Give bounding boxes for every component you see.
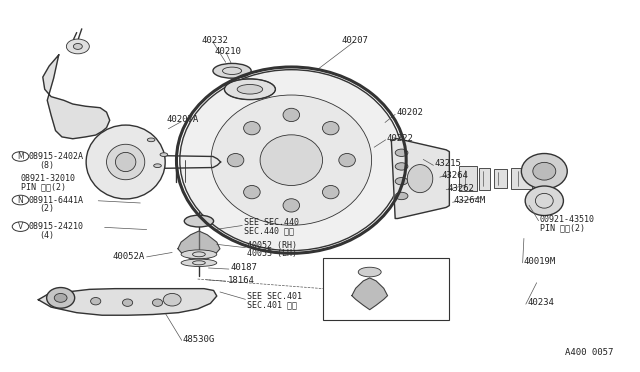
Ellipse shape <box>122 299 132 307</box>
Text: PIN ピン(2): PIN ピン(2) <box>540 224 585 232</box>
Ellipse shape <box>67 39 90 54</box>
Text: 18164: 18164 <box>228 276 255 285</box>
Ellipse shape <box>47 288 75 308</box>
Ellipse shape <box>395 177 408 185</box>
Ellipse shape <box>395 163 408 170</box>
Ellipse shape <box>163 294 181 306</box>
Text: 08915-24210: 08915-24210 <box>28 222 83 231</box>
Bar <box>323 258 449 320</box>
Text: 00921-43510: 00921-43510 <box>540 215 595 224</box>
Text: 08915-2402A: 08915-2402A <box>28 152 83 161</box>
Text: SEC.401 参照: SEC.401 参照 <box>246 300 297 310</box>
Text: 43264M: 43264M <box>454 196 486 205</box>
Polygon shape <box>178 231 220 266</box>
Text: 40052 (RH): 40052 (RH) <box>246 241 297 250</box>
Ellipse shape <box>86 125 165 199</box>
Ellipse shape <box>181 250 217 259</box>
Text: 40052 (RH): 40052 (RH) <box>342 269 392 278</box>
Text: 40234: 40234 <box>527 298 554 307</box>
Ellipse shape <box>115 153 136 171</box>
Ellipse shape <box>227 154 244 167</box>
Text: 40232: 40232 <box>202 36 228 45</box>
Text: 40207A: 40207A <box>167 115 199 124</box>
Ellipse shape <box>283 199 300 212</box>
Text: 40222: 40222 <box>387 134 414 142</box>
Ellipse shape <box>225 79 275 100</box>
Text: 40053 (LH): 40053 (LH) <box>342 278 392 286</box>
Text: (2): (2) <box>40 204 54 214</box>
Ellipse shape <box>323 122 339 135</box>
Polygon shape <box>43 55 109 139</box>
Ellipse shape <box>106 144 145 180</box>
Text: SL: SL <box>344 259 356 269</box>
Polygon shape <box>38 289 217 315</box>
Text: N: N <box>18 196 24 205</box>
Ellipse shape <box>339 154 355 167</box>
Text: (8): (8) <box>40 161 54 170</box>
Ellipse shape <box>152 299 163 307</box>
Ellipse shape <box>244 122 260 135</box>
Text: 48530G: 48530G <box>183 335 215 344</box>
Text: 40210: 40210 <box>214 47 241 56</box>
Ellipse shape <box>180 70 403 251</box>
Ellipse shape <box>323 186 339 199</box>
Ellipse shape <box>211 95 372 225</box>
Bar <box>479 167 490 190</box>
Ellipse shape <box>395 149 408 157</box>
Polygon shape <box>352 278 388 310</box>
Bar <box>511 168 532 189</box>
Ellipse shape <box>91 298 100 305</box>
Text: 43262: 43262 <box>447 184 474 193</box>
Ellipse shape <box>181 259 217 266</box>
Text: SEE SEC.440: SEE SEC.440 <box>244 218 298 227</box>
Ellipse shape <box>525 186 563 215</box>
Ellipse shape <box>407 164 433 193</box>
Ellipse shape <box>147 138 155 142</box>
Ellipse shape <box>522 154 567 189</box>
Text: PIN ピン(2): PIN ピン(2) <box>20 182 65 191</box>
Ellipse shape <box>237 84 262 94</box>
Text: 40202: 40202 <box>396 108 423 117</box>
Bar <box>494 169 507 188</box>
Ellipse shape <box>74 44 83 49</box>
Text: 40019M: 40019M <box>524 257 556 266</box>
Text: 40053 (LH): 40053 (LH) <box>246 249 297 258</box>
Text: (4): (4) <box>40 231 54 240</box>
Ellipse shape <box>213 63 251 78</box>
Text: M: M <box>17 152 24 161</box>
Text: V: V <box>18 222 23 231</box>
Ellipse shape <box>54 294 67 302</box>
Text: 08921-32010: 08921-32010 <box>20 174 76 183</box>
Ellipse shape <box>154 164 161 167</box>
Ellipse shape <box>395 192 408 200</box>
Ellipse shape <box>244 186 260 199</box>
Text: SEC.440 参照: SEC.440 参照 <box>244 227 294 235</box>
Ellipse shape <box>160 153 168 157</box>
Text: 40207: 40207 <box>342 36 369 45</box>
Ellipse shape <box>533 162 556 180</box>
Ellipse shape <box>260 135 323 186</box>
Text: 40187: 40187 <box>231 263 258 272</box>
Text: 43215: 43215 <box>435 158 461 168</box>
Ellipse shape <box>358 267 381 277</box>
Ellipse shape <box>184 215 214 227</box>
Text: 43264: 43264 <box>441 171 468 180</box>
Text: SEE SEC.401: SEE SEC.401 <box>246 292 301 301</box>
Ellipse shape <box>283 108 300 122</box>
Polygon shape <box>392 139 449 218</box>
Text: 08911-6441A: 08911-6441A <box>28 196 83 205</box>
Text: 40052A: 40052A <box>113 251 145 261</box>
Bar <box>459 166 477 191</box>
Text: A400 0057: A400 0057 <box>564 349 613 357</box>
